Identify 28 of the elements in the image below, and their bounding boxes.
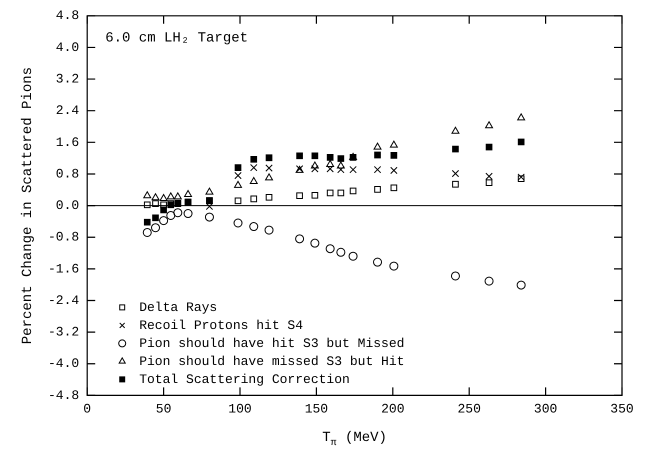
x-tick-label: 350 (610, 402, 634, 417)
legend-label: Recoil Protons hit S4 (139, 318, 304, 333)
legend-label: Pion should have hit S3 but Missed (139, 336, 404, 351)
y-tick-label: 3.2 (56, 72, 80, 87)
y-tick-label: 1.6 (56, 134, 80, 150)
y-tick-label: -0.8 (48, 230, 80, 245)
x-tick-label: 150 (304, 402, 328, 417)
legend-label: Total Scattering Correction (139, 372, 350, 387)
y-tick-label: 4.0 (56, 40, 80, 55)
y-tick-label: 0.0 (56, 198, 80, 214)
text: 6.0 cm LH₂ Target (105, 30, 248, 47)
x-tick-label: 300 (534, 402, 558, 417)
x-tick-label: 100 (228, 402, 252, 417)
x-tick-label: 250 (458, 402, 481, 417)
y-tick-label: 4.8 (56, 8, 80, 24)
y-tick-label: -4.0 (48, 356, 80, 372)
y-tick-label: 0.8 (56, 166, 80, 182)
y-axis-title: Percent Change in Scattered Pions (20, 66, 36, 344)
y-tick-label: -2.4 (48, 292, 80, 308)
y-tick-label: 2.4 (56, 103, 80, 118)
x-tick-label: 200 (381, 402, 405, 417)
y-tick-label: -1.6 (48, 261, 80, 276)
x-tick-label: 0 (83, 402, 92, 417)
y-tick-label: -3.2 (48, 324, 80, 340)
legend-label: Delta Rays (139, 300, 218, 315)
y-tick-label: -4.8 (48, 388, 80, 403)
x-tick-label: 50 (156, 402, 172, 417)
legend-label: Pion should have missed S3 but Hit (139, 354, 404, 369)
